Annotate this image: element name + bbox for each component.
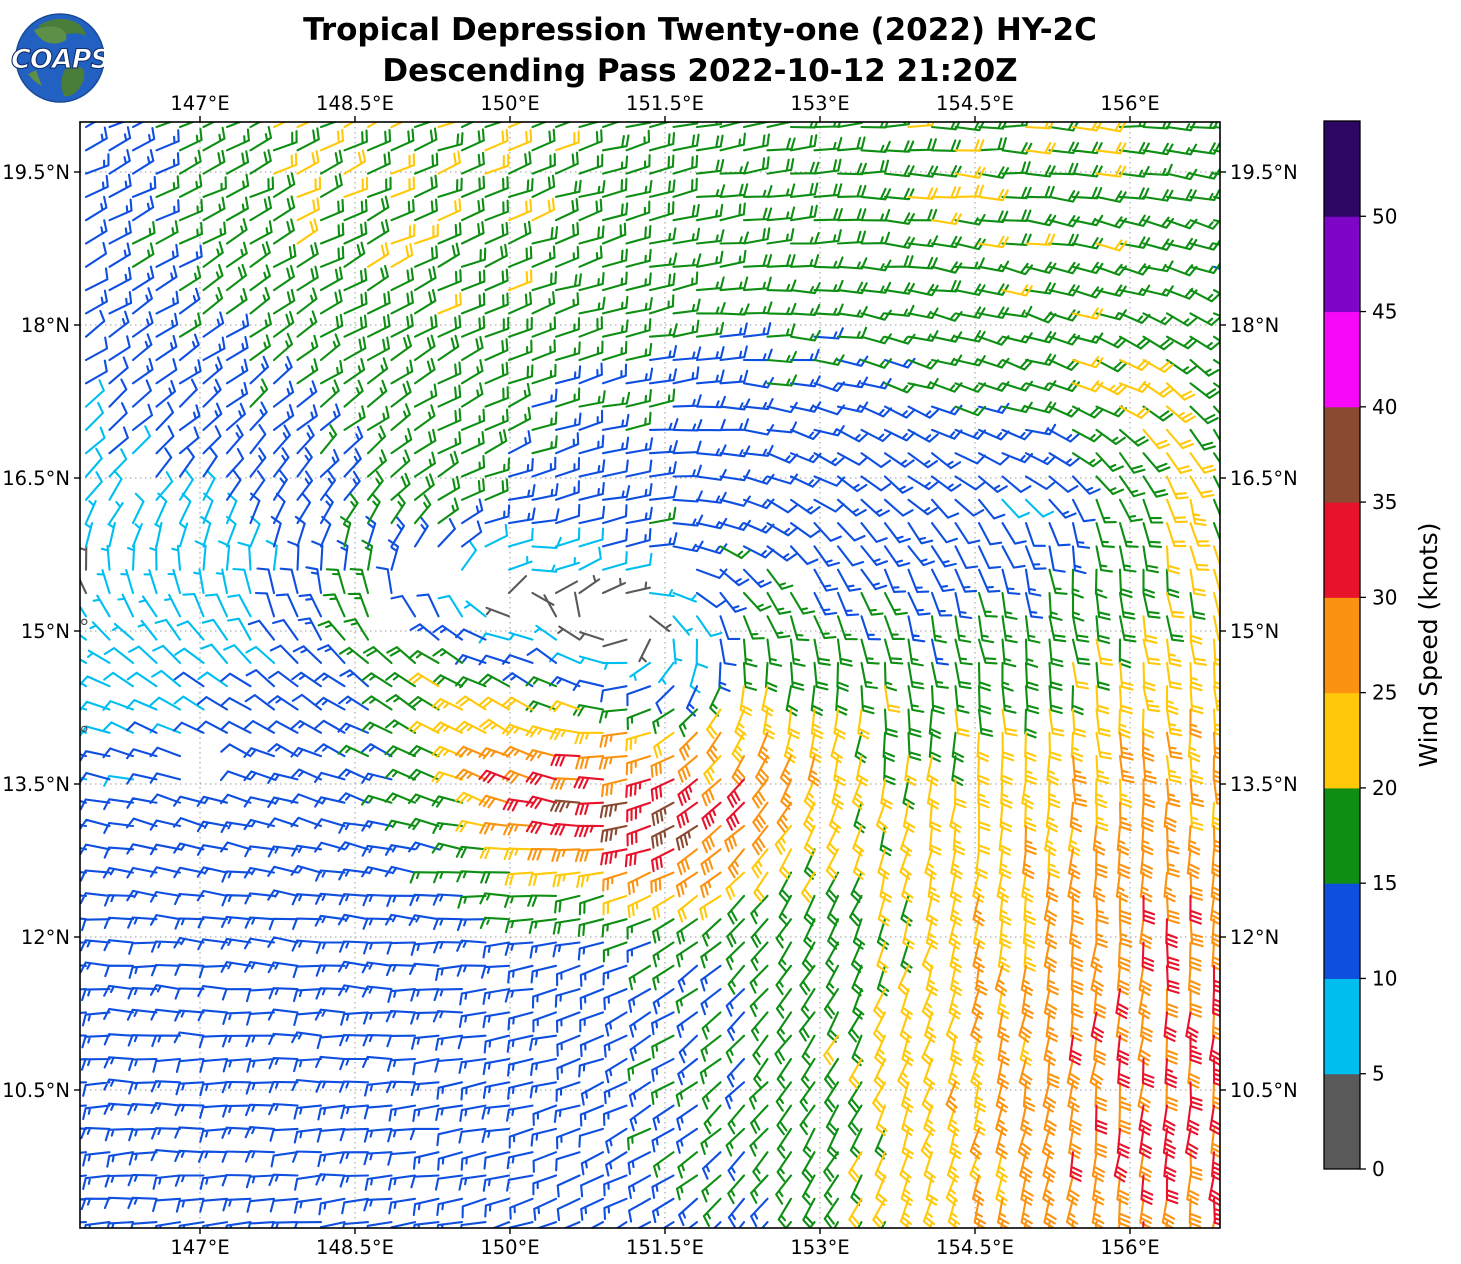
x-tick-label-bottom: 153°E <box>790 1236 849 1259</box>
y-tick-label-left: 16.5°N <box>2 467 70 490</box>
x-tick-label-bottom: 156°E <box>1100 1236 1159 1259</box>
colorbar: 0 5 10 15 20 25 30 35 40 45 50 Wind Speed (knots) <box>1323 120 1443 1181</box>
axis-tick-labels: 147°E 147°E 148.5°E 148.5°E 150°E 150°E 151.5°… <box>2 92 1298 1259</box>
y-tick-label-right: 12°N <box>1230 926 1279 949</box>
x-tick-label-top: 154.5°E <box>936 92 1014 115</box>
calm-indicator <box>81 618 88 626</box>
colorbar-tick-label: 50 <box>1372 204 1397 228</box>
colorbar-segment <box>1324 121 1360 217</box>
plot-frame <box>79 121 1221 1229</box>
logo-text: COAPS <box>11 44 104 75</box>
y-tick-label-right: 19.5°N <box>1230 161 1298 184</box>
y-tick-label-left: 18°N <box>21 314 70 337</box>
y-tick-label-right: 16.5°N <box>1230 467 1298 490</box>
colorbar-tick-label: 35 <box>1372 490 1397 514</box>
x-tick-label-top: 148.5°E <box>316 92 394 115</box>
x-tick-label-top: 150°E <box>480 92 539 115</box>
y-tick-label-right: 18°N <box>1230 314 1279 337</box>
wind-barb-group-0-5kt <box>80 544 672 663</box>
y-tick-label-right: 15°N <box>1230 620 1279 643</box>
colorbar-tick-label: 10 <box>1372 966 1397 990</box>
x-tick-label-bottom: 151.5°E <box>626 1236 704 1259</box>
colorbar-segment <box>1324 406 1360 503</box>
colorbar-segment <box>1324 311 1360 408</box>
colorbar-tick-label: 45 <box>1372 300 1397 324</box>
colorbar-segment <box>1324 978 1360 1075</box>
x-tick-label-bottom: 150°E <box>480 1236 539 1259</box>
wind-barb-group-25-30kt <box>454 708 1220 1228</box>
colorbar-segment <box>1324 1073 1360 1170</box>
colorbar-title: Wind Speed (knots) <box>1414 522 1443 767</box>
continent-north2 <box>34 26 67 44</box>
colorbar-segment <box>1324 502 1360 598</box>
colorbar-segment <box>1324 597 1360 694</box>
x-tick-label-bottom: 148.5°E <box>316 1236 394 1259</box>
continent-south <box>61 66 85 97</box>
wind-barb-group-35-40kt <box>550 799 699 851</box>
wind-barb-group-30-35kt <box>478 753 1220 1228</box>
continent-small <box>28 70 42 86</box>
y-tick-label-right: 13.5°N <box>1230 773 1298 796</box>
colorbar-segment <box>1324 787 1360 884</box>
wind-barbs <box>80 122 1220 1228</box>
x-tick-label-top: 151.5°E <box>626 92 704 115</box>
colorbar-frame <box>1323 120 1361 1170</box>
y-tick-label-left: 12°N <box>21 926 70 949</box>
colorbar-tick-label: 25 <box>1372 681 1397 705</box>
x-tick-label-top: 156°E <box>1100 92 1159 115</box>
colorbar-tick-label: 20 <box>1372 776 1397 800</box>
colorbar-tick-label: 15 <box>1372 871 1397 895</box>
x-tick-label-bottom: 147°E <box>170 1236 229 1259</box>
colorbar-tick-label: 40 <box>1372 395 1397 419</box>
x-tick-label-top: 147°E <box>170 92 229 115</box>
coaps-logo: COAPS <box>10 13 104 103</box>
colorbar-tick-label: 0 <box>1372 1157 1385 1181</box>
axis-ticks <box>74 116 1226 1234</box>
y-tick-label-left: 13.5°N <box>2 773 70 796</box>
y-tick-label-left: 10.5°N <box>2 1079 70 1102</box>
title-line-2: Descending Pass 2022-10-12 21:20Z <box>382 52 1018 89</box>
colorbar-segment <box>1324 216 1360 313</box>
title-line-1: Tropical Depression Twenty-one (2022) HY… <box>303 12 1097 48</box>
colorbar-tick-label: 30 <box>1372 585 1397 609</box>
x-tick-label-bottom: 154.5°E <box>936 1236 1014 1259</box>
calm-indicator <box>81 725 88 733</box>
wind-barb-group-20-25kt <box>272 122 1220 1228</box>
y-tick-label-left: 19.5°N <box>2 161 70 184</box>
colorbar-segment <box>1324 883 1360 979</box>
y-tick-label-left: 15°N <box>21 620 70 643</box>
x-tick-label-top: 153°E <box>790 92 849 115</box>
plot-border <box>79 121 1221 1229</box>
wind-barb-group-5-10kt <box>80 379 1055 787</box>
chart-title: Tropical Depression Twenty-one (2022) HY… <box>80 10 1320 92</box>
colorbar-tick-label: 5 <box>1372 1062 1385 1086</box>
y-tick-label-right: 10.5°N <box>1230 1079 1298 1102</box>
colorbar-segment <box>1324 692 1360 789</box>
